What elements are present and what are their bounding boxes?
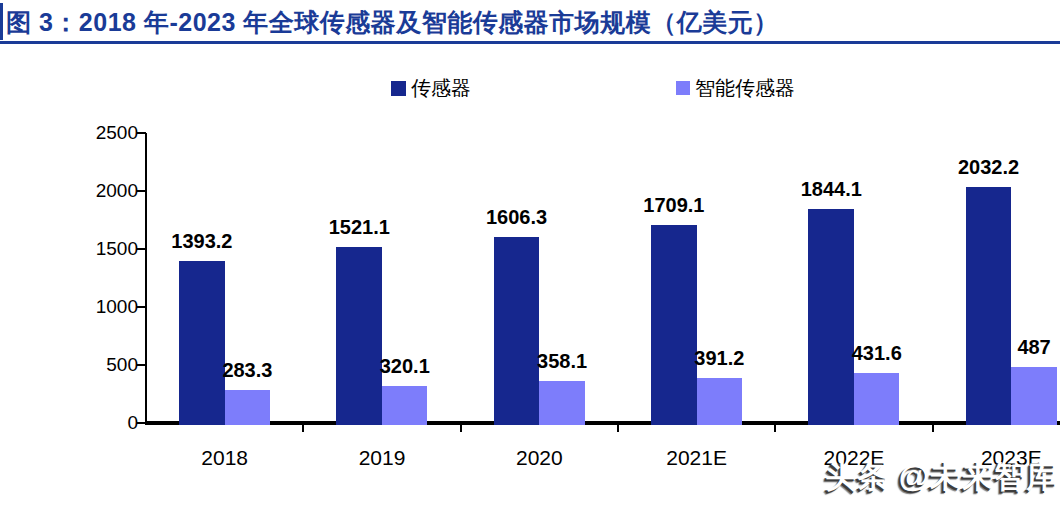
report-figure: 图 3：2018 年-2023 年全球传感器及智能传感器市场规模（亿美元） 传感… (0, 0, 1060, 505)
y-axis-line (145, 133, 147, 425)
title-accent-bar (0, 3, 3, 40)
bar-value-sensor-2020: 1606.3 (452, 206, 582, 229)
bar-smart-sensor-2022E (854, 373, 900, 425)
bar-value-sensor-2021E: 1709.1 (609, 194, 739, 217)
bar-value-smart-sensor-2019: 320.1 (340, 355, 470, 378)
y-axis-tick (137, 132, 146, 134)
x-axis-line (145, 421, 1060, 425)
bar-value-sensor-2019: 1521.1 (294, 216, 424, 239)
bar-sensor-2021E (651, 225, 697, 425)
x-axis-category-label: 2018 (160, 446, 290, 470)
legend-swatch-smart-sensor (676, 81, 690, 95)
bar-sensor-2023E (966, 187, 1012, 425)
bar-smart-sensor-2021E (697, 378, 743, 425)
legend-item-smart-sensor: 智能传感器 (676, 78, 795, 98)
bar-smart-sensor-2019 (382, 386, 428, 425)
y-axis-tick (137, 306, 146, 308)
bar-value-smart-sensor-2023E: 487 (969, 336, 1060, 359)
bar-sensor-2022E (808, 209, 854, 425)
x-axis-category-label: 2020 (474, 446, 604, 470)
bar-smart-sensor-2020 (539, 381, 585, 425)
bar-sensor-2018 (179, 261, 225, 425)
bar-value-sensor-2023E: 2032.2 (924, 156, 1054, 179)
y-axis-tick (137, 422, 146, 424)
x-axis-tick (932, 425, 934, 432)
bar-smart-sensor-2023E (1011, 367, 1057, 425)
x-axis-tick (302, 425, 304, 432)
y-axis-tick-label: 0 (82, 412, 138, 434)
legend-label-smart-sensor: 智能传感器 (695, 78, 795, 98)
x-axis-tick (774, 425, 776, 432)
bar-smart-sensor-2018 (225, 390, 271, 425)
bar-value-smart-sensor-2020: 358.1 (497, 350, 627, 373)
bar-sensor-2020 (494, 237, 540, 425)
y-axis-tick-label: 500 (82, 354, 138, 376)
x-axis-tick (617, 425, 619, 432)
legend-item-sensor: 传感器 (391, 78, 471, 98)
y-axis-tick-label: 1500 (82, 238, 138, 260)
y-axis-tick-label: 2000 (82, 180, 138, 202)
bar-sensor-2019 (336, 247, 382, 425)
x-axis-tick (460, 425, 462, 432)
watermark-text: 头条 @未来智库 (825, 456, 1058, 498)
y-axis-tick (137, 190, 146, 192)
y-axis-tick-label: 1000 (82, 296, 138, 318)
y-axis-tick-label: 2500 (82, 122, 138, 144)
figure-title: 图 3：2018 年-2023 年全球传感器及智能传感器市场规模（亿美元） (6, 6, 1046, 39)
bar-value-sensor-2018: 1393.2 (137, 230, 267, 253)
legend-swatch-sensor (391, 81, 406, 96)
bar-value-smart-sensor-2018: 283.3 (182, 359, 312, 382)
bar-value-sensor-2022E: 1844.1 (766, 178, 896, 201)
x-axis-category-label: 2019 (317, 446, 447, 470)
x-axis-category-label: 2021E (632, 446, 762, 470)
bar-value-smart-sensor-2021E: 391.2 (654, 347, 784, 370)
title-divider (0, 41, 1060, 44)
legend-label-sensor: 传感器 (411, 78, 471, 98)
bar-value-smart-sensor-2022E: 431.6 (812, 342, 942, 365)
y-axis-tick (137, 364, 146, 366)
